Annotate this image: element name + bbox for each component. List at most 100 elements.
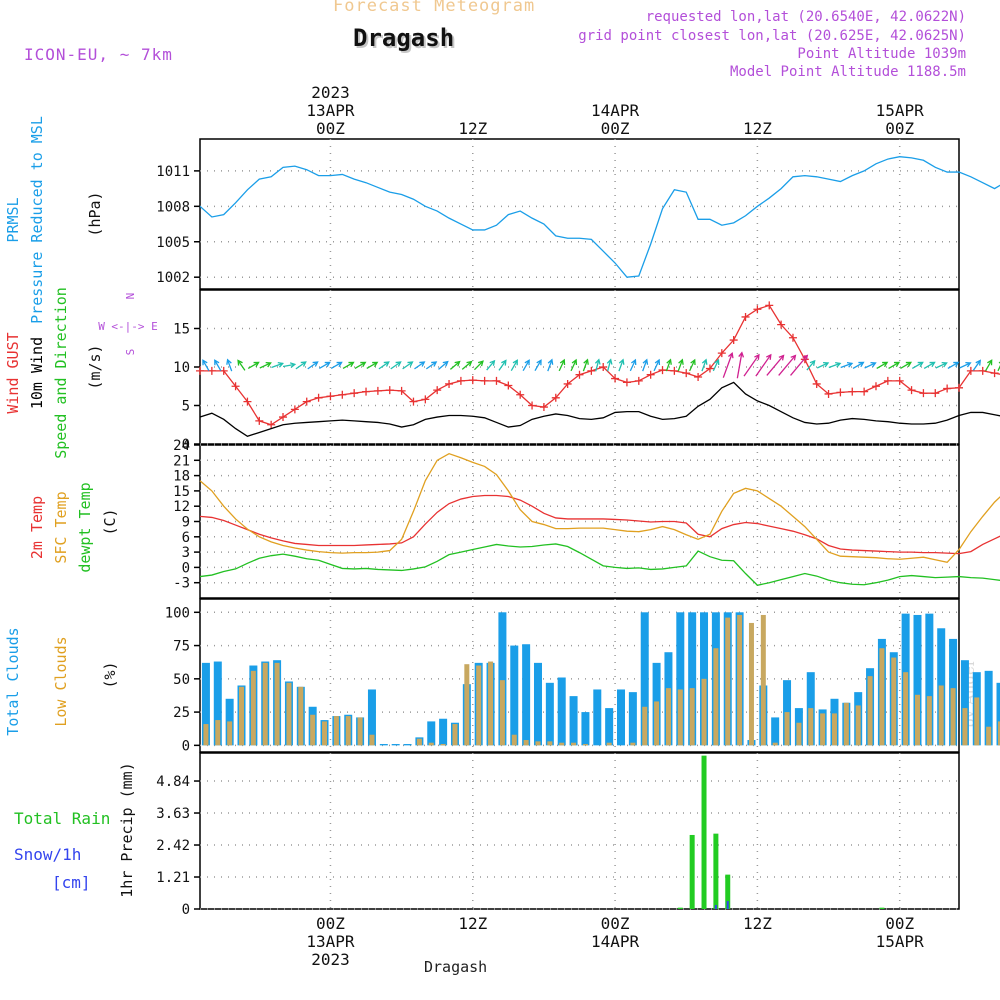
bar-total-clouds (676, 612, 685, 746)
bar-low-clouds (879, 648, 885, 746)
wind-arrow-head (312, 361, 319, 367)
wind-arrow (840, 362, 853, 369)
wind-arrow-head (929, 361, 936, 368)
bar-low-clouds (855, 705, 861, 746)
bar-low-clouds (203, 724, 209, 746)
wind-arrow-head (654, 358, 661, 366)
wind-arrow-head (690, 358, 696, 366)
bar-low-clouds (535, 741, 541, 746)
gust-point (931, 389, 940, 398)
bar-low-clouds (239, 686, 245, 746)
wind-arrow-head (202, 359, 208, 366)
wind-arrow (653, 359, 660, 372)
bar-low-clouds (962, 708, 968, 746)
panel-frame (199, 444, 960, 599)
bar-total-clouds (700, 612, 709, 746)
wind-arrow-head (917, 361, 924, 368)
y-tick-label: 1008 (156, 199, 190, 215)
gust-point (990, 369, 999, 378)
wind-arrow-head (489, 359, 496, 366)
wind-arrow (226, 359, 233, 372)
gust-point (812, 379, 821, 388)
bar-low-clouds (310, 714, 316, 746)
wind-arrow (743, 354, 760, 377)
bar-total-clouds (213, 661, 222, 746)
wind-arrow-head (336, 361, 343, 368)
panel-label: Low Clouds (52, 636, 70, 726)
wind-arrow-head (477, 360, 484, 367)
panel-label: [cm] (52, 873, 91, 892)
wind-arrow-head (253, 361, 260, 368)
gust-point (314, 393, 323, 402)
top-time-label: 00Z (316, 119, 345, 138)
bar-total-clouds (960, 660, 969, 746)
bottom-time-label: 13APR (306, 932, 355, 951)
wind-arrow (606, 359, 612, 372)
wind-arrow-head (407, 361, 414, 367)
top-time-label: 13APR (306, 101, 355, 120)
gust-point (765, 301, 774, 310)
y-tick-label: 10 (173, 360, 190, 376)
gust-point (516, 390, 525, 399)
wind-arrow-head (941, 361, 948, 368)
gust-point (385, 386, 394, 395)
wind-arrow (330, 361, 342, 370)
gust-point (231, 382, 240, 391)
bottom-time-label: 00Z (316, 914, 345, 933)
bar-total-clouds (498, 612, 507, 746)
bar-total-clouds (510, 645, 519, 746)
bar-low-clouds (725, 617, 731, 746)
gust-point (658, 366, 667, 375)
wind-arrow (558, 359, 565, 372)
bottom-time-label: 15APR (876, 932, 925, 951)
bar-low-clouds (701, 678, 707, 746)
wind-arrow-head (383, 361, 390, 367)
y-tick-label: -3 (173, 576, 190, 592)
wind-arrow-head (846, 362, 854, 368)
wind-arrow (202, 359, 210, 371)
bar-total-rain (879, 907, 885, 909)
wind-arrow (997, 365, 1000, 372)
gust-point (551, 393, 560, 402)
wind-arrow (642, 359, 648, 372)
requested-coords: requested lon,lat (20.6540E, 42.0622N) (645, 9, 966, 25)
wind-arrow (461, 361, 472, 370)
bar-low-clouds (571, 742, 577, 746)
gust-point (207, 366, 216, 375)
gust-point (350, 389, 359, 398)
bar-low-clouds (654, 701, 660, 746)
series-10m-wind (199, 381, 1000, 438)
bottom-time-label: 12Z (458, 914, 487, 933)
gust-point (409, 397, 418, 406)
bar-total-rain (677, 907, 683, 909)
gust-point (528, 401, 537, 410)
model-point-altitude: Model Point Altitude 1188.5m (729, 64, 966, 80)
top-time-label: 14APR (591, 101, 640, 120)
wind-arrow (665, 359, 672, 372)
gust-point (587, 366, 596, 375)
gust-point (611, 374, 620, 383)
wind-arrow-head (583, 358, 589, 365)
wind-arrow-head (823, 361, 830, 368)
y-tick-label: 4.84 (156, 774, 190, 790)
y-tick-label: 5 (182, 399, 190, 415)
wind-arrow-head (547, 358, 554, 365)
wind-arrow-head (571, 358, 578, 366)
bar-low-clouds (547, 741, 553, 746)
bar-total-rain (701, 755, 707, 909)
bar-low-clouds (642, 706, 648, 746)
wind-arrow (534, 359, 542, 371)
wind-arrow-head (766, 353, 772, 360)
wind-arrow (582, 359, 589, 372)
gust-point (860, 387, 869, 396)
bar-low-clouds (559, 742, 565, 746)
bar-snow-1h (714, 905, 717, 909)
bar-low-clouds (499, 680, 505, 746)
gust-point (741, 312, 750, 321)
wind-arrow (766, 355, 785, 376)
y-tick-label: 3 (182, 545, 190, 561)
y-tick-label: 15 (173, 484, 190, 500)
y-tick-label: 0 (182, 560, 190, 576)
top-time-label: 15APR (876, 101, 925, 120)
panel-precip: 0 1.21 2.42 3.63 4.84 Total Rain Snow/1h [cm] 1h… (14, 752, 960, 918)
